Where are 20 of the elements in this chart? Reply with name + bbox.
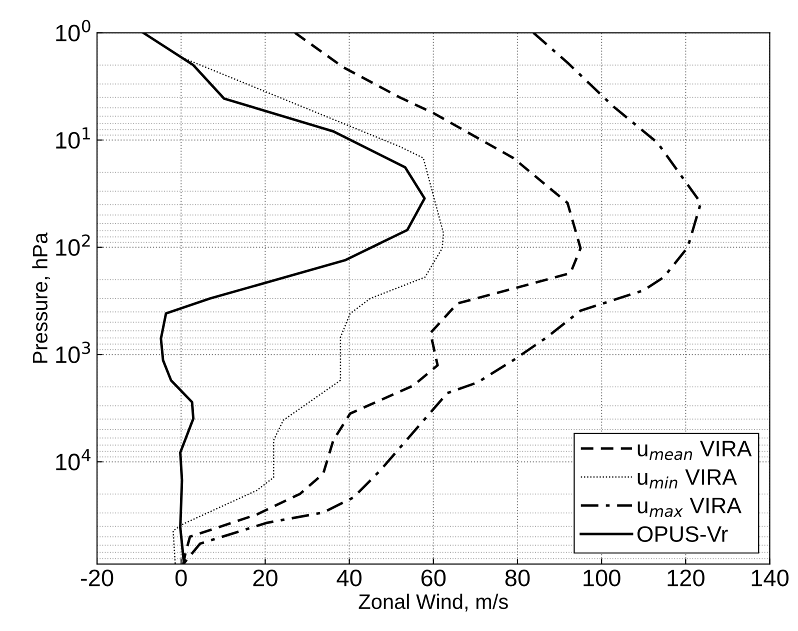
x-tick-label: 100 bbox=[584, 570, 620, 586]
legend-label: u$_{max}$ VIRA bbox=[638, 498, 742, 518]
legend-label: u$_{min}$ VIRA bbox=[638, 469, 737, 488]
x-tick-label: 0 bbox=[175, 570, 187, 586]
y-tick-label: 10$^{2}$ bbox=[56, 234, 90, 256]
y-tick-label: 10$^{4}$ bbox=[56, 449, 90, 470]
x-tick-label: -20 bbox=[81, 570, 114, 586]
y-tick-label: 10$^{3}$ bbox=[56, 342, 90, 364]
x-tick-label: 40 bbox=[336, 570, 362, 586]
legend-label: OPUS-Vr bbox=[637, 526, 728, 542]
x-tick-label: 80 bbox=[505, 570, 530, 586]
y-axis-title: Pressure, hPa bbox=[32, 232, 50, 363]
legend-label: u$_{mean}$ VIRA bbox=[638, 440, 752, 460]
y-tick-label: 10$^{0}$ bbox=[56, 20, 90, 42]
y-tick-label: 10$^{1}$ bbox=[56, 127, 90, 149]
x-tick-label: 140 bbox=[752, 570, 789, 586]
x-tick-label: 60 bbox=[421, 570, 446, 586]
x-axis-title: Zonal Wind, m/s bbox=[358, 594, 508, 612]
x-tick-label: 120 bbox=[668, 570, 704, 586]
x-tick-label: 20 bbox=[253, 570, 278, 586]
